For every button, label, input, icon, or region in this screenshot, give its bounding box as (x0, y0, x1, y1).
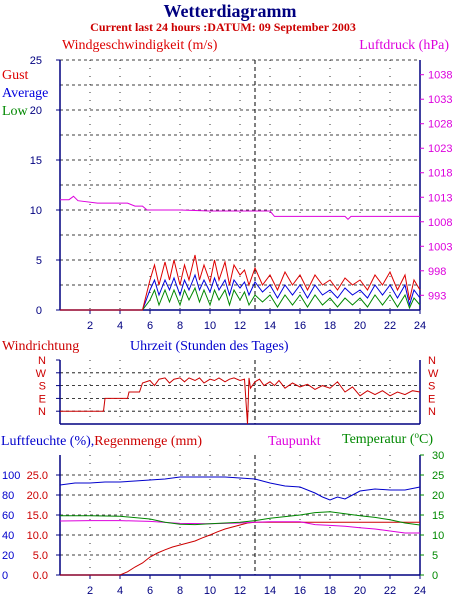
wind-x-tick-label: 16 (294, 320, 306, 332)
humidity-panel: 0 20 40 60 80 100 0.0 5.0 10.0 15.0 20.0 25.0 0 5 10 15… (2, 450, 444, 597)
humidity-series-line (59, 476, 421, 501)
direction-tick-label-left: W (36, 368, 47, 380)
rain-tick-label: 20.0 (27, 490, 48, 502)
pressure-tick-label: 1013 (428, 192, 452, 204)
time-axis-label: Uhrzeit (Stunden des Tages) (130, 339, 289, 354)
humidity-x-tick-label: 2 (87, 585, 93, 597)
wind-x-tick-label: 18 (324, 320, 336, 332)
wind-direction-axis-label: Windrichtung (2, 339, 79, 354)
direction-tick-label-left: E (39, 393, 46, 405)
humidity-x-tick-label: 4 (117, 585, 123, 597)
direction-tick-label-left: N (38, 355, 46, 367)
wind-x-tick-label: 14 (264, 320, 276, 332)
rain-tick-label: 10.0 (27, 530, 48, 542)
direction-tick-label-right: N (428, 406, 436, 418)
average-series-line (60, 273, 421, 311)
legend-average: Average (2, 86, 48, 101)
wind-speed-tick-label: 20 (30, 105, 42, 117)
humidity-x-tick-label: 10 (204, 585, 216, 597)
legend-low: Low (2, 104, 29, 119)
pressure-series-line (60, 195, 420, 220)
wind-x-tick-label: 24 (414, 320, 426, 332)
humidity-x-tick-label: 14 (264, 585, 276, 597)
low-series-line (60, 286, 421, 311)
pressure-tick-label: 1033 (428, 94, 452, 106)
wind-x-tick-label: 12 (234, 320, 246, 332)
humidity-x-tick-label: 22 (384, 585, 396, 597)
temperature-tick-label: 25 (432, 470, 444, 482)
direction-tick-label-right: S (428, 381, 435, 393)
wind-speed-tick-label: 10 (30, 205, 42, 217)
rain-tick-label: 25.0 (27, 470, 48, 482)
pressure-tick-label: 1038 (428, 70, 452, 82)
wind-x-tick-label: 22 (384, 320, 396, 332)
humidity-x-tick-label: 6 (147, 585, 153, 597)
humidity-tick-label: 0 (2, 570, 8, 582)
pressure-tick-label: 1018 (428, 168, 452, 180)
direction-tick-label-right: W (428, 368, 439, 380)
wind-x-tick-label: 10 (204, 320, 216, 332)
pressure-tick-label: 1028 (428, 119, 452, 131)
wind-x-tick-label: 8 (177, 320, 183, 332)
legend-gust: Gust (2, 68, 29, 83)
chart-title: Wetterdiagramm (164, 1, 297, 21)
pressure-tick-label: 1008 (428, 217, 452, 229)
wind-x-tick-label: 4 (117, 320, 123, 332)
pressure-axis-label: Luftdruck (hPa) (359, 38, 449, 53)
rain-series-line (60, 521, 420, 576)
temperature-series-line (60, 511, 421, 526)
humidity-x-tick-label: 12 (234, 585, 246, 597)
direction-panel: N NW WS SE EN N (36, 355, 439, 425)
humidity-tick-label: 20 (2, 550, 14, 562)
humidity-tick-label: 60 (2, 510, 14, 522)
wind-speed-tick-label: 25 (30, 55, 42, 67)
dewpoint-series-line (59, 520, 420, 534)
chart-subtitle: Current last 24 hours :DATUM: 09 Septemb… (90, 20, 356, 34)
wind-x-tick-label: 2 (87, 320, 93, 332)
wind-x-tick-label: 20 (354, 320, 366, 332)
humidity-x-tick-label: 8 (177, 585, 183, 597)
humidity-x-tick-label: 20 (354, 585, 366, 597)
rain-tick-label: 5.0 (33, 550, 48, 562)
pressure-tick-label: 993 (428, 290, 446, 302)
pressure-tick-label: 1003 (428, 241, 452, 253)
temperature-label: Temperatur (oC) (342, 430, 433, 447)
rain-tick-label: 0.0 (33, 570, 48, 582)
wind-direction-series-line (60, 377, 421, 425)
humidity-panel-labels: Luftfeuchte (%),Regenmenge (mm) (1, 434, 202, 449)
humidity-tick-label: 40 (2, 530, 14, 542)
rain-axis-label: Regenmenge (mm) (94, 434, 202, 449)
dewpoint-label: Taupunkt (268, 434, 321, 449)
direction-tick-label-right: E (428, 393, 435, 405)
humidity-tick-label: 80 (2, 490, 14, 502)
temperature-tick-label: 10 (432, 530, 444, 542)
wind-x-tick-label: 6 (147, 320, 153, 332)
humidity-x-tick-label: 18 (324, 585, 336, 597)
wind-speed-axis-label: Windgeschwindigkeit (m/s) (62, 38, 218, 53)
pressure-tick-label: 998 (428, 266, 446, 278)
wind-panel: 0510152025993998100310081013101810231028… (30, 55, 453, 332)
temperature-tick-label: 30 (432, 450, 444, 462)
temperature-tick-label: 15 (432, 510, 444, 522)
temperature-tick-label: 20 (432, 490, 444, 502)
direction-tick-label-left: S (39, 381, 46, 393)
humidity-axis-label: Luftfeuchte (%), (1, 434, 94, 449)
direction-tick-label-left: N (38, 406, 46, 418)
humidity-x-tick-label: 16 (294, 585, 306, 597)
direction-tick-label-right: N (428, 355, 436, 367)
humidity-x-tick-label: 24 (414, 585, 426, 597)
gust-series-line (60, 254, 421, 311)
rain-tick-label: 15.0 (27, 510, 48, 522)
temperature-tick-label: 0 (432, 570, 438, 582)
wind-speed-tick-label: 5 (36, 255, 42, 267)
temperature-tick-label: 5 (432, 550, 438, 562)
wind-speed-tick-label: 15 (30, 155, 42, 167)
humidity-tick-label: 100 (2, 470, 20, 482)
pressure-tick-label: 1023 (428, 143, 452, 155)
wind-speed-tick-label: 0 (36, 305, 42, 317)
